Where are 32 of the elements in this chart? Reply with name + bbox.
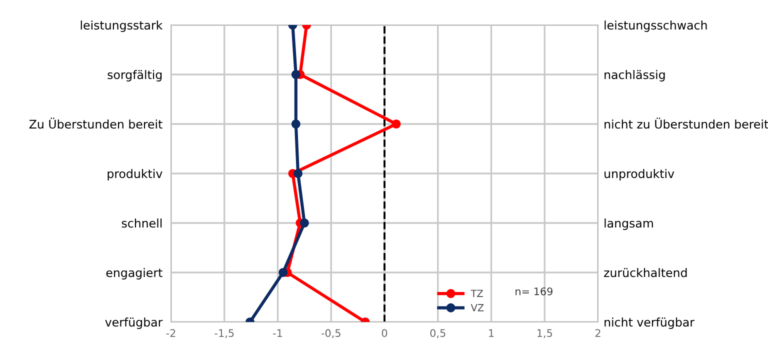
point (392, 119, 401, 129)
x-tick-label: 2 (595, 329, 600, 337)
y-tick-label: verfügbar (105, 318, 163, 329)
y2-tick-label: zurückhaltend (604, 268, 687, 278)
y-tick-label: produktiv (108, 169, 162, 180)
point (300, 218, 309, 228)
y-tick-label: Zu Überstunden bereit (29, 118, 162, 129)
x-tick-label: 1 (489, 329, 494, 337)
x-tick-label: -1 (273, 329, 282, 337)
legend-label: TZ (470, 290, 483, 297)
y2-tick-label: nicht zu Überstunden bereit (604, 118, 768, 129)
x-tick-label: -1,5 (214, 329, 234, 338)
legend-label: VZ (470, 304, 484, 312)
point (294, 168, 303, 178)
point (278, 268, 288, 278)
y2-tick-label: unproduktiv (604, 169, 674, 180)
y-tick-label: engagiert (106, 268, 162, 280)
y2-tick-label: nachlässig (604, 70, 665, 82)
y2-tick-label: langsam (604, 218, 653, 230)
y2-tick-label: nicht verfügbar (604, 318, 694, 329)
x-tick-label: 1,5 (537, 329, 552, 338)
x-tick-label: 0 (382, 329, 388, 338)
y2-tick-label: leistungsschwach (604, 20, 707, 32)
x-tick-label: -0,5 (321, 329, 340, 338)
point (291, 119, 300, 129)
annotation: n= 169 (516, 287, 552, 296)
x-tick-label: 0,5 (430, 329, 446, 338)
y-tick-label: sorgfältig (108, 70, 162, 82)
y-tick-label: schnell (122, 218, 162, 228)
y-tick-label: leistungsstark (80, 20, 163, 32)
point (291, 70, 300, 80)
x-tick-label: -2 (166, 329, 176, 337)
